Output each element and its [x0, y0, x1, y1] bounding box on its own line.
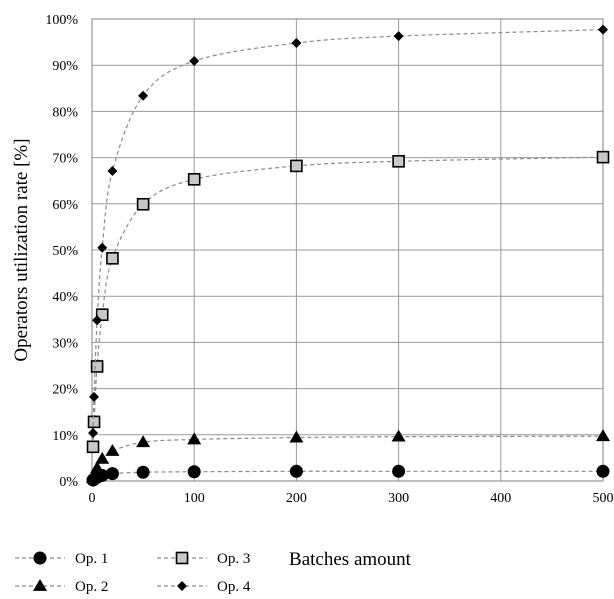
data-point [89, 391, 100, 402]
data-point [138, 90, 149, 101]
data-point [105, 443, 120, 456]
x-axis-title: Batches amount [289, 549, 412, 570]
data-point [95, 451, 110, 464]
legend: Op. 1 Op. 3 Op. 2 Op. 4 [15, 551, 251, 595]
data-point [107, 165, 118, 176]
data-point [86, 440, 100, 454]
y-tick-label: 30% [52, 336, 78, 351]
data-point [106, 252, 119, 265]
data-point [189, 56, 200, 67]
legend-label: Op. 3 [217, 551, 250, 567]
y-tick-label: 70% [52, 152, 78, 167]
y-tick-label: 50% [52, 244, 78, 259]
y-tick-label: 10% [52, 429, 78, 444]
legend-marker [175, 551, 189, 565]
data-point [596, 150, 610, 164]
y-tick-label: 20% [52, 383, 78, 398]
data-point [290, 159, 303, 173]
y-axis-title: Operators utilization rate [%] [11, 138, 32, 361]
data-point [136, 435, 151, 448]
x-tick-label: 0 [89, 491, 96, 506]
y-tick-label: 80% [52, 105, 78, 120]
y-tick-label: 0% [59, 475, 78, 490]
data-point [596, 429, 610, 442]
plot-area: 0% 10% 20% 30% 40% 50% 60% 70% 80% 90% 100% 0 100 200… [45, 13, 613, 506]
data-point [136, 465, 150, 479]
series-op-4 [88, 24, 608, 438]
data-point [87, 468, 102, 481]
data-point [187, 465, 201, 479]
legend-label: Op. 2 [75, 579, 108, 595]
data-point [92, 315, 103, 326]
y-tick-label: 40% [52, 290, 78, 305]
data-point [90, 461, 105, 473]
y-tick-label: 90% [52, 59, 78, 74]
data-point [393, 31, 404, 42]
legend-marker [33, 579, 47, 591]
data-point [598, 24, 608, 35]
x-tick-label: 500 [593, 491, 614, 506]
data-point [95, 308, 109, 321]
data-point [88, 427, 99, 438]
data-point [596, 464, 610, 478]
x-tick-label: 400 [490, 491, 511, 506]
data-point [391, 429, 406, 442]
x-tick-label: 200 [286, 491, 307, 506]
legend-item: Op. 4 [157, 579, 251, 595]
x-tick-label: 100 [184, 491, 205, 506]
data-point [105, 467, 119, 481]
series-op-2 [86, 429, 610, 484]
data-point [392, 154, 405, 168]
data-point [187, 432, 202, 445]
data-point [289, 430, 304, 443]
x-tick-label: 300 [388, 491, 409, 506]
series-op-3 [86, 150, 610, 454]
data-point [97, 242, 108, 253]
plot-border [91, 18, 604, 482]
data-point [289, 464, 303, 478]
legend-label: Op. 1 [75, 551, 108, 567]
data-point [136, 197, 150, 211]
y-tick-label: 100% [45, 13, 78, 28]
legend-marker [33, 551, 47, 565]
legend-item: Op. 2 [15, 579, 108, 595]
data-point [87, 415, 101, 429]
legend-item: Op. 3 [157, 551, 250, 567]
data-point [90, 360, 104, 373]
legend-marker [177, 581, 187, 591]
data-point [187, 173, 201, 186]
data-point [392, 464, 406, 478]
legend-label: Op. 4 [217, 579, 251, 595]
y-tick-label: 60% [52, 198, 78, 213]
legend-item: Op. 1 [15, 551, 108, 567]
data-point [291, 38, 302, 49]
